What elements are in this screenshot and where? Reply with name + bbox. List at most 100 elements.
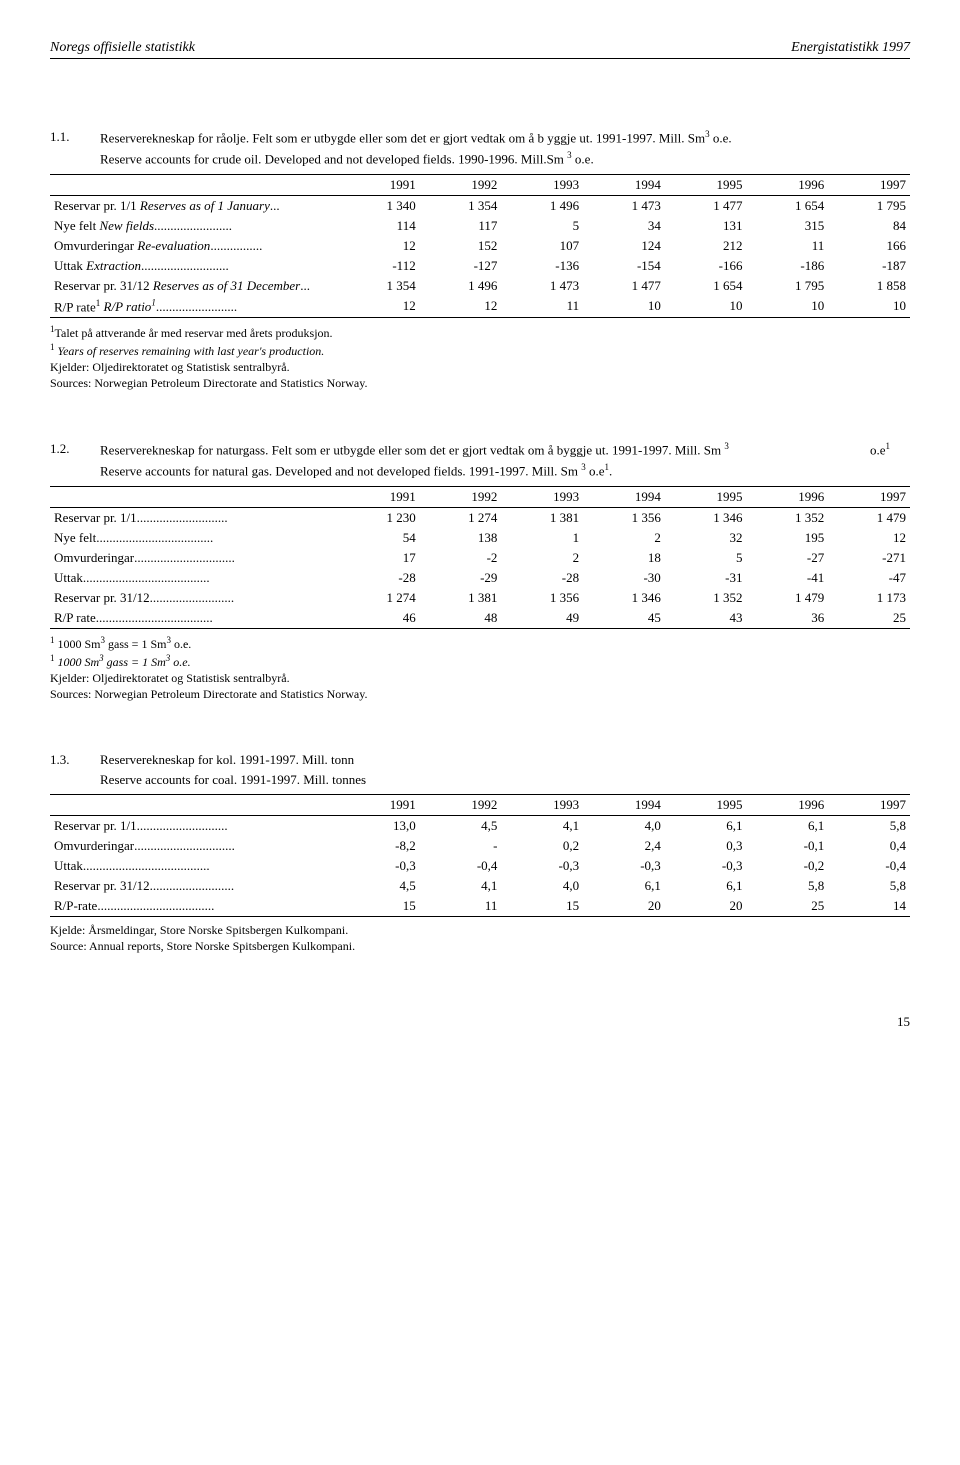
data-cell: -271 — [828, 548, 910, 568]
table-row: Nye felt New fields.....................… — [50, 216, 910, 236]
year-header: 1994 — [583, 486, 665, 507]
year-header: 1995 — [665, 486, 747, 507]
data-cell: 1 858 — [828, 276, 910, 296]
footnote: Sources: Norwegian Petroleum Directorate… — [50, 687, 910, 702]
section-title: 1.1.Reserverekneskap for råolje. Felt so… — [50, 129, 910, 146]
data-cell: 15 — [338, 896, 420, 917]
data-cell: 315 — [747, 216, 829, 236]
year-header: 1997 — [828, 794, 910, 815]
row-label: Reservar pr. 31/12......................… — [50, 876, 338, 896]
table-row: Uttak...................................… — [50, 568, 910, 588]
footnote: 1 1000 Sm3 gass = 1 Sm3 o.e. — [50, 653, 910, 670]
data-cell: 14 — [828, 896, 910, 917]
data-cell: 1 795 — [747, 276, 829, 296]
data-cell: 1 354 — [420, 195, 502, 216]
data-cell: 1 354 — [338, 276, 420, 296]
data-cell: 20 — [583, 896, 665, 917]
data-cell: 1 477 — [665, 195, 747, 216]
data-cell: 1 356 — [583, 507, 665, 528]
row-label: Reservar pr. 31/12......................… — [50, 588, 338, 608]
data-cell: 10 — [828, 296, 910, 318]
section-subtitle: Reserve accounts for natural gas. Develo… — [50, 462, 910, 479]
year-header: 1996 — [747, 174, 829, 195]
row-label: R/P-rate................................… — [50, 896, 338, 917]
data-cell: -0,3 — [583, 856, 665, 876]
data-cell: -186 — [747, 256, 829, 276]
data-cell: 1 340 — [338, 195, 420, 216]
data-cell: -166 — [665, 256, 747, 276]
table-section: 1.3.Reserverekneskap for kol. 1991-1997.… — [50, 752, 910, 954]
data-cell: 1 — [501, 528, 583, 548]
table-row: Uttak Extraction........................… — [50, 256, 910, 276]
row-label: Uttak...................................… — [50, 856, 338, 876]
data-cell: 1 356 — [501, 588, 583, 608]
row-label: Reservar pr. 31/12 Reserves as of 31 Dec… — [50, 276, 338, 296]
table-section: 1.2.Reserverekneskap for naturgass. Felt… — [50, 441, 910, 702]
data-cell: 138 — [420, 528, 502, 548]
data-cell: 5 — [501, 216, 583, 236]
data-cell: -0,3 — [501, 856, 583, 876]
footnotes: 1 1000 Sm3 gass = 1 Sm3 o.e.1 1000 Sm3 g… — [50, 635, 910, 702]
header-left: Noregs offisielle statistikk — [50, 40, 195, 56]
year-header: 1991 — [338, 174, 420, 195]
row-label: Nye felt New fields.....................… — [50, 216, 338, 236]
data-cell: 131 — [665, 216, 747, 236]
data-cell: 1 473 — [583, 195, 665, 216]
table-row: Omvurderingar...........................… — [50, 548, 910, 568]
data-cell: 12 — [338, 236, 420, 256]
data-cell: -0,4 — [420, 856, 502, 876]
row-label: Uttak Extraction........................… — [50, 256, 338, 276]
data-cell: 4,5 — [338, 876, 420, 896]
data-cell: 4,0 — [583, 815, 665, 836]
table-row: Reservar pr. 31/12......................… — [50, 588, 910, 608]
data-cell: 5,8 — [828, 815, 910, 836]
data-cell: 11 — [501, 296, 583, 318]
data-cell: 36 — [747, 608, 829, 629]
data-table: 1991199219931994199519961997Reservar pr.… — [50, 486, 910, 629]
data-cell: 43 — [665, 608, 747, 629]
data-cell: 10 — [665, 296, 747, 318]
footnote: Source: Annual reports, Store Norske Spi… — [50, 939, 910, 954]
section-title: 1.3.Reserverekneskap for kol. 1991-1997.… — [50, 752, 910, 768]
data-cell: 25 — [747, 896, 829, 917]
footnote: 1Talet på attverande år med reservar med… — [50, 324, 910, 341]
year-header: 1992 — [420, 794, 502, 815]
data-cell: 1 479 — [828, 507, 910, 528]
data-cell: -0,3 — [665, 856, 747, 876]
table-row: Reservar pr. 31/12 Reserves as of 31 Dec… — [50, 276, 910, 296]
page-number: 15 — [50, 1014, 910, 1030]
data-cell: -8,2 — [338, 836, 420, 856]
year-header: 1994 — [583, 174, 665, 195]
data-cell: 2 — [583, 528, 665, 548]
data-cell: 1 346 — [583, 588, 665, 608]
table-row: R/P rate................................… — [50, 608, 910, 629]
data-cell: 6,1 — [665, 815, 747, 836]
table-row: Reservar pr. 1/1 Reserves as of 1 Januar… — [50, 195, 910, 216]
data-cell: -0,1 — [747, 836, 829, 856]
year-header: 1992 — [420, 486, 502, 507]
year-header: 1993 — [501, 174, 583, 195]
table-row: Nye felt................................… — [50, 528, 910, 548]
data-cell: 1 654 — [665, 276, 747, 296]
table-row: Reservar pr. 31/12......................… — [50, 876, 910, 896]
footnote: 1 Years of reserves remaining with last … — [50, 342, 910, 359]
footnote: Kjelder: Oljedirektoratet og Statistisk … — [50, 360, 910, 375]
table-row: Omvurderingar Re-evaluation.............… — [50, 236, 910, 256]
data-cell: 2 — [501, 548, 583, 568]
data-cell: 1 173 — [828, 588, 910, 608]
year-header: 1997 — [828, 486, 910, 507]
table-row: Uttak...................................… — [50, 856, 910, 876]
data-cell: 1 795 — [828, 195, 910, 216]
data-cell: 117 — [420, 216, 502, 236]
data-cell: - — [420, 836, 502, 856]
data-cell: -41 — [747, 568, 829, 588]
data-cell: 18 — [583, 548, 665, 568]
data-cell: 166 — [828, 236, 910, 256]
data-cell: 45 — [583, 608, 665, 629]
data-cell: 5,8 — [747, 876, 829, 896]
data-cell: 12 — [828, 528, 910, 548]
data-cell: -136 — [501, 256, 583, 276]
header-right: Energistatistikk 1997 — [791, 40, 910, 56]
year-header: 1991 — [338, 486, 420, 507]
data-cell: 54 — [338, 528, 420, 548]
